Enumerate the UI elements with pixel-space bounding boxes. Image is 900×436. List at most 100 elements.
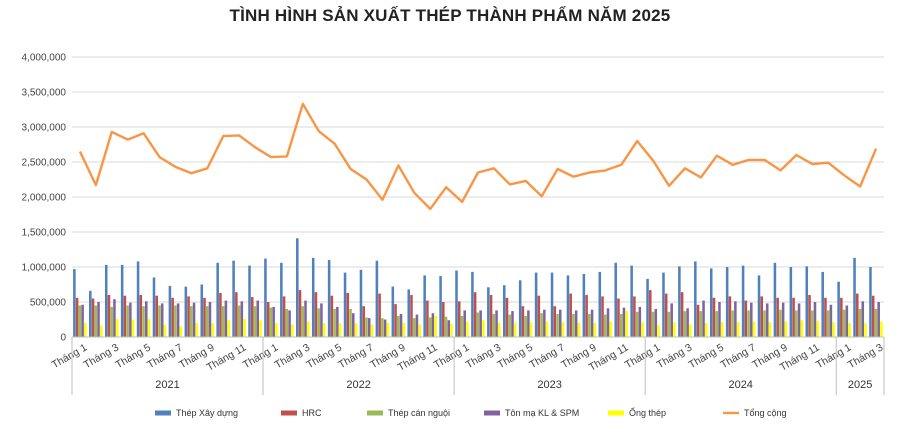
- bar: [73, 269, 76, 337]
- bar: [705, 323, 708, 337]
- legend-swatch: [367, 410, 383, 416]
- bar: [718, 302, 721, 337]
- bar: [84, 323, 87, 337]
- x-tick-label: Tháng 3: [82, 341, 122, 371]
- bar: [619, 313, 623, 337]
- x-tick-label: Tháng 3: [464, 341, 504, 371]
- bar: [375, 260, 379, 337]
- bar: [601, 296, 604, 337]
- bar: [709, 268, 713, 337]
- x-tick-label: Tháng 7: [718, 341, 758, 371]
- bar: [837, 281, 840, 337]
- bar: [521, 306, 525, 337]
- bar: [402, 323, 406, 337]
- chart-title: TÌNH HÌNH SẢN XUẤT THÉP THÀNH PHẨM NĂM 2…: [229, 6, 671, 25]
- x-tick-label: Tháng 5: [305, 341, 345, 371]
- bar: [418, 324, 421, 337]
- y-tick-label: 0: [60, 333, 66, 344]
- year-label: 2025: [848, 379, 872, 391]
- y-tick-label: 3,500,000: [22, 88, 67, 99]
- bar: [476, 312, 480, 337]
- bar: [322, 323, 326, 337]
- bar: [147, 318, 151, 337]
- bar: [789, 267, 793, 337]
- bar: [871, 295, 875, 337]
- bar: [282, 296, 286, 337]
- bar: [349, 309, 352, 337]
- bar: [874, 309, 878, 337]
- bar: [744, 300, 748, 337]
- bar: [513, 323, 517, 337]
- bar: [336, 306, 339, 337]
- bar: [529, 322, 533, 337]
- legend-layer: Thép Xây dựng HRC Thép cán nguội Tôn mạ KL …: [155, 407, 787, 418]
- bar: [861, 301, 865, 337]
- bar: [304, 300, 307, 337]
- bar: [795, 310, 798, 337]
- bar: [330, 295, 334, 337]
- bar: [275, 323, 278, 337]
- bar: [208, 302, 212, 337]
- bar: [877, 302, 880, 337]
- bar: [585, 295, 588, 337]
- bar: [869, 267, 872, 337]
- bar: [784, 321, 788, 337]
- bar: [524, 316, 527, 337]
- bar: [311, 257, 315, 337]
- bar: [800, 320, 804, 337]
- bar: [352, 313, 355, 337]
- bar: [320, 303, 323, 337]
- bar: [367, 318, 371, 337]
- bar: [256, 300, 260, 337]
- bar: [423, 275, 426, 337]
- bar: [442, 302, 445, 337]
- bar: [641, 322, 644, 337]
- bar: [588, 313, 591, 337]
- bar: [412, 318, 416, 337]
- bar: [638, 306, 642, 337]
- bar: [781, 302, 785, 337]
- bar: [280, 262, 283, 337]
- bar: [667, 311, 671, 337]
- bar: [845, 305, 849, 337]
- grid-layer: [72, 56, 884, 338]
- bar: [272, 306, 275, 337]
- bar: [168, 285, 172, 337]
- bar: [625, 311, 628, 337]
- bar: [720, 322, 724, 337]
- bar: [317, 308, 320, 337]
- bar: [731, 310, 734, 337]
- bar: [296, 238, 299, 337]
- x-tick-label: Tháng 1: [814, 341, 854, 371]
- bar: [123, 295, 127, 337]
- bar: [426, 300, 429, 337]
- bar: [553, 306, 557, 337]
- bar: [235, 292, 238, 337]
- bar: [473, 292, 477, 337]
- bar: [492, 313, 496, 337]
- bar: [463, 310, 466, 337]
- bar: [651, 311, 655, 337]
- bar: [195, 323, 199, 337]
- bar: [383, 319, 387, 337]
- bar: [460, 316, 464, 337]
- bar: [880, 321, 883, 337]
- bar: [365, 317, 368, 337]
- bar: [224, 300, 228, 337]
- bar: [561, 322, 565, 337]
- bar: [152, 277, 156, 337]
- bar: [99, 325, 103, 337]
- y-tick-label: 500,000: [30, 298, 67, 309]
- bar: [569, 293, 572, 337]
- bar: [158, 305, 161, 337]
- bar: [259, 320, 262, 337]
- bar: [503, 285, 506, 337]
- bar: [848, 323, 851, 337]
- bar: [821, 271, 824, 337]
- bar: [203, 297, 206, 337]
- x-tick-label: Tháng 1: [623, 341, 663, 371]
- bar: [306, 321, 310, 337]
- bar: [725, 267, 729, 337]
- bar: [176, 303, 180, 337]
